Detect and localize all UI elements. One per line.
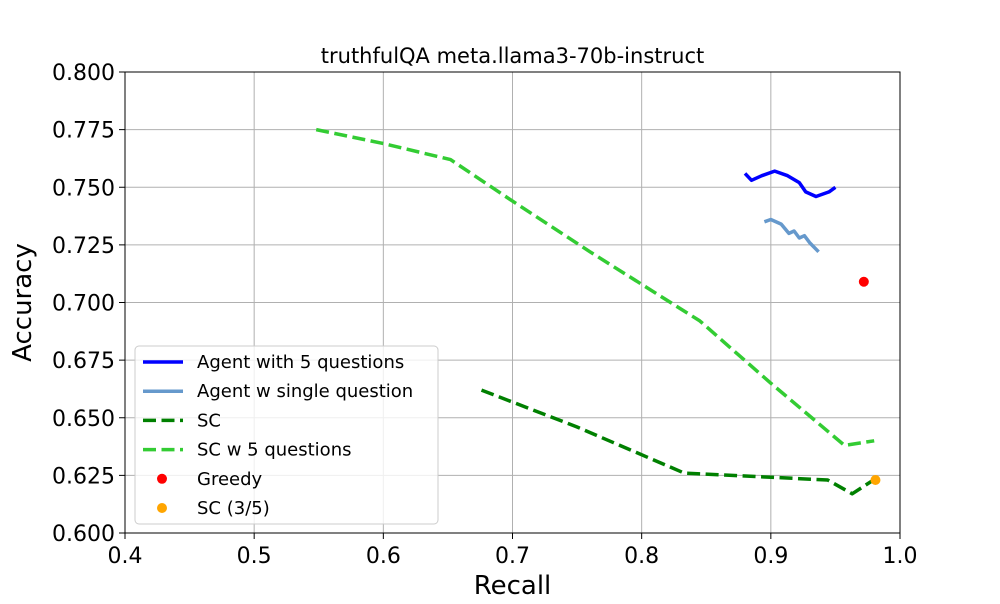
legend: Agent with 5 questions Agent w single que… [134,345,439,525]
x-tick-label: 0.5 [237,544,272,569]
legend-label: SC [197,410,221,431]
series-line-sc [480,388,882,496]
legend-box [134,345,439,525]
legend-label: Agent w single question [197,381,413,402]
legend-label: SC (3/5) [197,498,270,519]
y-tick-label: 0.600 [52,522,115,547]
y-tick-label: 0.775 [52,119,115,144]
x-tick-label: 1.0 [883,544,918,569]
legend-swatch-sc-3-5 [157,503,167,513]
legend-swatch-greedy [157,473,167,484]
chart-title: truthfulQA meta.llama3-70b-instruct [321,44,704,68]
series-layer [315,127,882,496]
y-tick-label: 0.725 [52,234,115,259]
y-tick-label: 0.750 [52,176,115,201]
x-tick-label: 0.4 [108,544,143,569]
point-greedy [858,276,869,287]
point-sc-3-5 [870,474,881,485]
y-tick-label: 0.625 [52,464,115,489]
x-tick-label: 0.6 [366,544,401,569]
x-tick-label: 0.8 [624,544,659,569]
x-tick-label: 0.7 [495,544,530,569]
legend-label: Greedy [197,469,263,490]
x-tick-label: 0.9 [753,544,788,569]
legend-label: SC w 5 questions [197,440,351,461]
ticks: 0.4 0.5 0.6 0.7 0.8 0.9 1.0 0.600 0.625 0.650 0.67… [52,61,917,569]
legend-label: Agent with 5 questions [197,352,404,373]
y-tick-label: 0.700 [52,292,115,317]
y-tick-label: 0.650 [52,407,115,432]
x-axis-label: Recall [474,571,552,600]
series-line-sc-w-5-questions [315,127,875,448]
y-tick-label: 0.675 [52,349,115,374]
series-line-agent-w-single-question [763,217,820,254]
y-axis-label: Accuracy [8,243,38,362]
y-tick-label: 0.800 [52,61,115,86]
series-line-agent-with-5-questions [743,169,837,199]
